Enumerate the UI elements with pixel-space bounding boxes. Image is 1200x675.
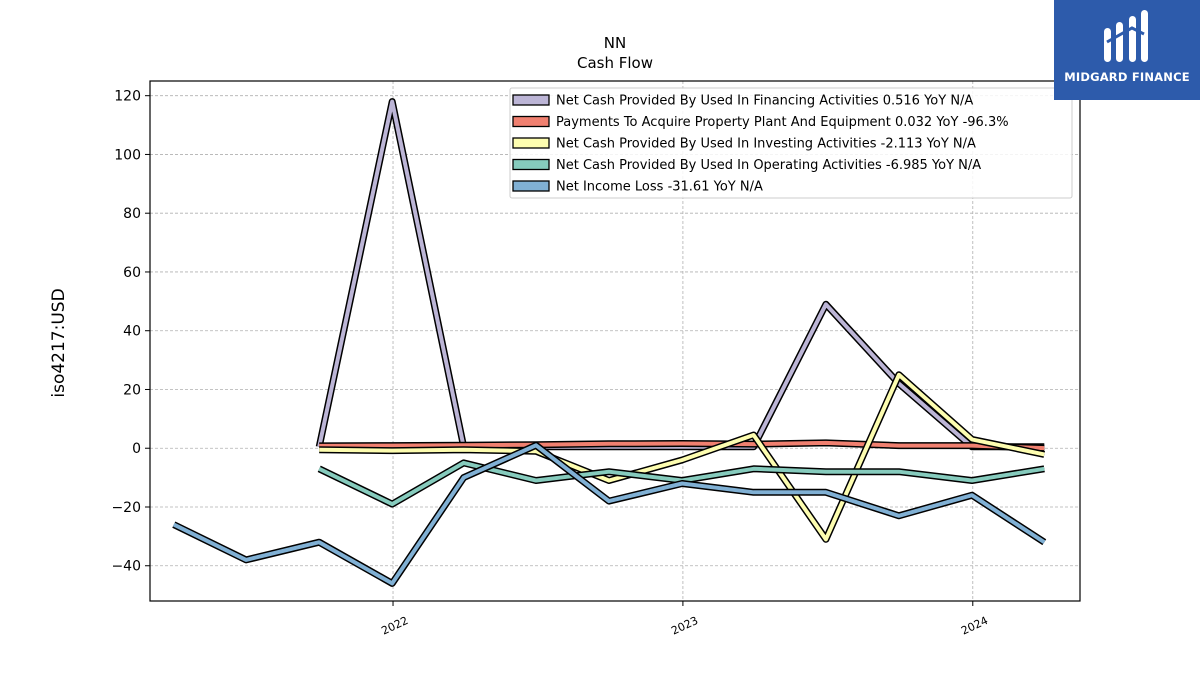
series-line-2	[319, 372, 1045, 542]
legend-swatch-3	[512, 158, 550, 171]
chart-title: NN	[604, 34, 626, 52]
legend: Net Cash Provided By Used In Financing A…	[509, 87, 1073, 199]
legend-label-2: Net Cash Provided By Used In Investing A…	[556, 137, 976, 152]
series-outline-2	[319, 371, 1046, 543]
y-tick-label: 80	[123, 206, 141, 222]
series-lines	[172, 98, 1047, 587]
y-tick-label: 60	[123, 265, 141, 281]
legend-swatch-0	[512, 94, 550, 106]
x-tick-label: 2022	[379, 614, 410, 638]
y-tick-label: 40	[123, 324, 141, 340]
series-line-1	[319, 440, 1045, 451]
x-tick-label: 2023	[669, 614, 700, 638]
y-tick-label: −40	[111, 559, 141, 575]
legend-label-1: Payments To Acquire Property Plant And E…	[556, 115, 1009, 130]
legend-swatch-2	[512, 137, 550, 149]
legend-label-0: Net Cash Provided By Used In Financing A…	[556, 94, 973, 109]
y-tick-label: −20	[111, 500, 141, 516]
y-tick-label: 120	[114, 89, 141, 105]
legend-swatch-1	[512, 115, 550, 128]
legend-label-4: Net Income Loss -31.61 YoY N/A	[556, 180, 763, 195]
y-axis-ticks: 120 100 80 60 40 20 0 −20 −40	[111, 89, 150, 575]
midgard-logo-icon	[1104, 10, 1148, 62]
brand-logo: MIDGARD FINANCE	[1054, 0, 1200, 100]
series-outline-4	[172, 441, 1047, 587]
y-axis-label: iso4217:USD	[49, 288, 69, 397]
legend-box	[509, 87, 1073, 199]
plot-frame	[149, 80, 1081, 602]
x-axis-ticks: 2022 2023 2024	[379, 601, 990, 638]
x-tick-label: 2024	[959, 614, 990, 638]
y-tick-label: 20	[123, 382, 141, 398]
legend-swatch-4	[512, 180, 550, 192]
chart-subtitle: Cash Flow	[577, 54, 653, 72]
series-line-4	[172, 443, 1046, 586]
y-tick-label: 0	[132, 441, 141, 457]
legend-label-3: Net Cash Provided By Used In Operating A…	[556, 158, 981, 173]
y-tick-label: 100	[114, 147, 141, 163]
brand-name: MIDGARD FINANCE	[1064, 70, 1190, 84]
